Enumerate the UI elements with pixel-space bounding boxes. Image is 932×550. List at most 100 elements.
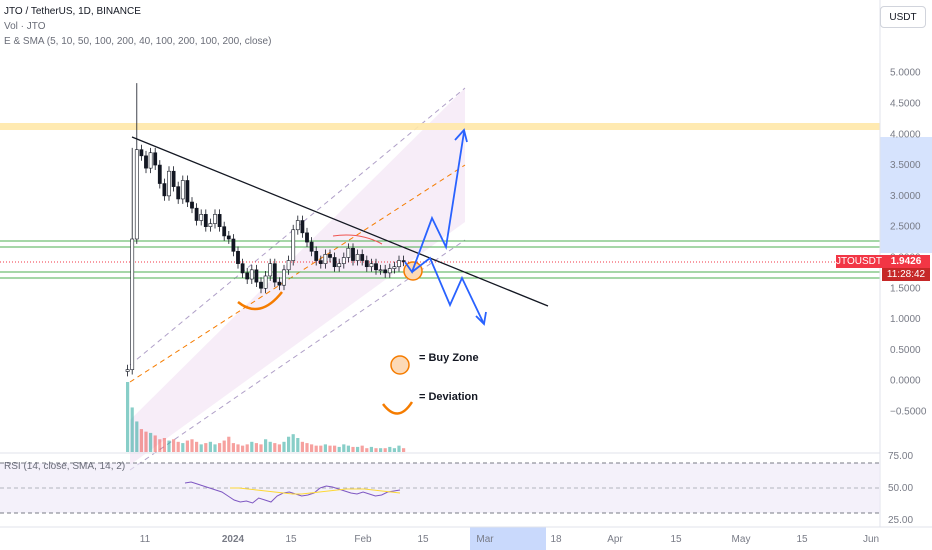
volume-bar (162, 438, 166, 452)
candle-body (295, 220, 300, 231)
candle-body (213, 214, 217, 224)
volume-bar (374, 448, 378, 452)
bearish-arrowhead (475, 311, 487, 326)
volume-bar (369, 446, 373, 452)
deviation-label: = Deviation (419, 391, 478, 403)
volume-bar (213, 444, 217, 452)
volume-bar (282, 441, 286, 452)
candle-body (387, 268, 392, 274)
price-tick-label: 0.5000 (890, 345, 921, 356)
volume-bar (208, 441, 212, 452)
volume-bar (222, 440, 226, 452)
candle-body (125, 369, 130, 372)
time-tick-label: 15 (796, 534, 808, 545)
candle-body (130, 238, 135, 370)
time-tick-label: 11 (140, 534, 151, 545)
volume-bar (236, 444, 240, 452)
volume-bar (172, 439, 176, 452)
bullish-arrowhead (454, 128, 468, 143)
volume-bar (264, 439, 268, 452)
price-axis-highlight (880, 137, 932, 253)
rsi-line (184, 481, 401, 504)
volume-bar (231, 443, 235, 452)
volume-bar (323, 444, 327, 452)
channel-lower-line (129, 239, 466, 471)
minor-resistance-arc (332, 234, 383, 245)
volume-bar (254, 443, 258, 452)
bearish-projection-path (411, 256, 484, 323)
candle-body (291, 229, 296, 261)
volume-bar (392, 448, 396, 452)
currency-button[interactable]: USDT (880, 6, 926, 28)
volume-bar (167, 440, 171, 452)
price-tick-label: 0.0000 (890, 376, 921, 387)
resistance-band (0, 123, 880, 130)
candle-body (157, 164, 162, 184)
candle-body (185, 180, 190, 203)
symbol-legend[interactable]: JTO / TetherUS, 1D, BINANCE (4, 6, 141, 17)
price-tick-label: 3.5000 (890, 160, 921, 171)
buy-zone-label: = Buy Zone (419, 352, 479, 364)
candle-body (226, 235, 231, 240)
candlesticks (125, 83, 406, 377)
price-tick-label: 1.5000 (890, 283, 921, 294)
time-tick-label: May (732, 534, 751, 545)
rsi-legend[interactable]: RSI (14, close, SMA, 14, 2) (4, 461, 126, 472)
volume-bar (149, 432, 153, 452)
candle-body (337, 263, 342, 268)
rsi-axis-ticks: 75.00 50.00 25.00 (888, 451, 913, 526)
candle-body (203, 214, 208, 227)
time-tick-label: 15 (285, 534, 297, 545)
volume-legend[interactable]: Vol · JTO (4, 21, 46, 32)
time-axis-ticks: 11 2024 15 Feb 15 Mar 18 Apr 15 May 15 Jun (140, 534, 879, 545)
price-tick-label: 3.0000 (890, 191, 921, 202)
candle-body (401, 260, 406, 262)
price-tick-label: 1.0000 (890, 314, 921, 325)
descending-trendline[interactable] (131, 136, 549, 307)
volume-bar (227, 436, 231, 452)
candle-body (397, 260, 401, 268)
volume-bar (185, 440, 189, 452)
candle-body (217, 214, 222, 227)
time-tick-label: Apr (607, 534, 623, 545)
price-tick-label: 2.5000 (890, 222, 921, 233)
volume-bar (139, 429, 143, 452)
candle-body (245, 272, 250, 280)
volume-bar (273, 443, 277, 452)
volume-bar (245, 444, 249, 452)
volume-bar (144, 431, 148, 452)
candle-body (194, 207, 199, 221)
volume-bar (365, 448, 369, 452)
buy-zone-legend-icon (390, 355, 410, 375)
candle-body (314, 251, 319, 261)
volume-bar (402, 448, 406, 452)
candle-body (309, 241, 314, 252)
volume-bar (379, 448, 383, 452)
time-axis-highlight (470, 527, 546, 550)
volume-bar (153, 435, 157, 452)
countdown-badge: 11:28:42 (882, 268, 930, 281)
time-tick-label: Mar (476, 534, 494, 545)
candle-body (139, 149, 144, 157)
candle-body (318, 260, 323, 264)
moving-average-legend[interactable]: E & SMA (5, 10, 50, 100, 200, 40, 100, 2… (4, 36, 272, 47)
price-tick-label: 4.0000 (890, 129, 921, 140)
candle-body (272, 263, 277, 283)
candle-body (341, 257, 346, 264)
candle-body (328, 254, 332, 258)
volume-bar (360, 445, 364, 452)
time-tick-label: 2024 (222, 534, 245, 545)
ascending-channel (130, 88, 465, 465)
time-tick-label: 18 (550, 534, 562, 545)
candle-body (171, 170, 176, 187)
volume-bar (176, 441, 180, 452)
time-tick-label: 15 (417, 534, 429, 545)
candle-body (277, 281, 282, 286)
volume-bar (337, 446, 341, 452)
volume-bar (291, 434, 295, 452)
volume-bar (259, 444, 263, 452)
candle-body (355, 254, 360, 261)
candle-body (190, 201, 194, 209)
candle-body (300, 220, 305, 234)
